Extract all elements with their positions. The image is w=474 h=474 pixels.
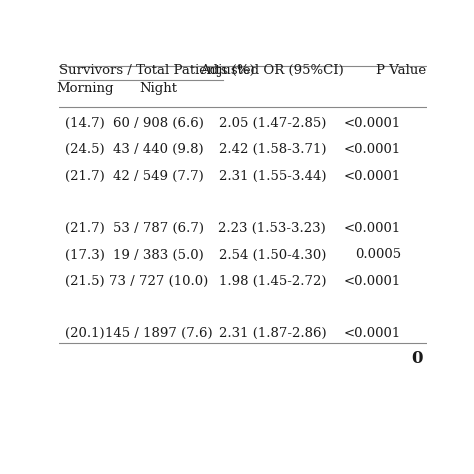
Text: (14.7): (14.7) [65,117,105,130]
Text: <0.0001: <0.0001 [344,328,401,340]
Text: 53 / 787 (6.7): 53 / 787 (6.7) [113,222,204,235]
Text: 2.23 (1.53-3.23): 2.23 (1.53-3.23) [219,222,326,235]
Text: (24.5): (24.5) [65,143,105,156]
Text: 2.42 (1.58-3.71): 2.42 (1.58-3.71) [219,143,326,156]
Text: Night: Night [139,82,177,95]
Text: 2.31 (1.55-3.44): 2.31 (1.55-3.44) [219,170,326,182]
Text: 73 / 727 (10.0): 73 / 727 (10.0) [109,275,208,288]
Text: <0.0001: <0.0001 [344,170,401,182]
Text: (21.7): (21.7) [65,222,105,235]
Text: 60 / 908 (6.6): 60 / 908 (6.6) [113,117,204,130]
Text: Survivors / Total Patients (%): Survivors / Total Patients (%) [59,64,255,77]
Text: Adjusted OR (95%CI): Adjusted OR (95%CI) [201,64,344,77]
Text: 0.0005: 0.0005 [355,248,401,262]
Text: (17.3): (17.3) [65,248,105,262]
Text: <0.0001: <0.0001 [344,275,401,288]
Text: 19 / 383 (5.0): 19 / 383 (5.0) [113,248,204,262]
Text: P Value: P Value [376,64,426,77]
Text: (21.7): (21.7) [65,170,105,182]
Text: 42 / 549 (7.7): 42 / 549 (7.7) [113,170,204,182]
Text: <0.0001: <0.0001 [344,222,401,235]
Text: 43 / 440 (9.8): 43 / 440 (9.8) [113,143,204,156]
Text: 2.05 (1.47-2.85): 2.05 (1.47-2.85) [219,117,326,130]
Text: 2.54 (1.50-4.30): 2.54 (1.50-4.30) [219,248,326,262]
Text: 145 / 1897 (7.6): 145 / 1897 (7.6) [105,328,212,340]
Text: Morning: Morning [56,82,114,95]
Text: (21.5): (21.5) [65,275,105,288]
Text: (20.1): (20.1) [65,328,105,340]
Text: 2.31 (1.87-2.86): 2.31 (1.87-2.86) [219,328,326,340]
Text: 0: 0 [411,350,423,367]
Text: 1.98 (1.45-2.72): 1.98 (1.45-2.72) [219,275,326,288]
Text: <0.0001: <0.0001 [344,143,401,156]
Text: <0.0001: <0.0001 [344,117,401,130]
